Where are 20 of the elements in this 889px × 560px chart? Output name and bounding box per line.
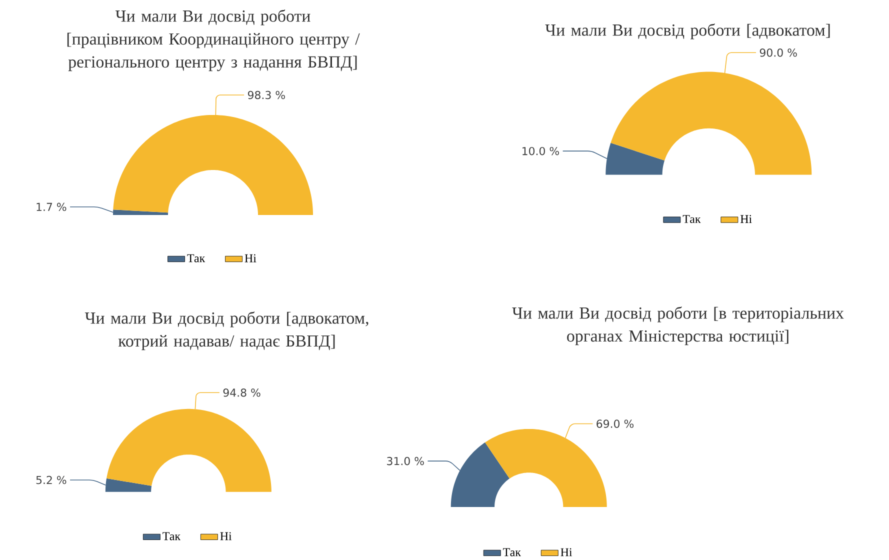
legend-label: Так xyxy=(187,254,206,262)
legend-label: Ні xyxy=(740,215,752,223)
data-label: 94.8 % xyxy=(223,388,260,397)
data-label: 31.0 % xyxy=(387,456,424,466)
chart-title: Чи мали Ви досвід роботи [адвокатом, котрий надавав/ надає БВПД] xyxy=(84,312,368,350)
legend-label: Так xyxy=(682,215,701,224)
text: Чи мали Ви досвід роботи [в територіальних органах Міністерства юстиції] xyxy=(512,306,844,346)
data-label: 5.2 % xyxy=(36,476,66,484)
data-label: 1.7 % xyxy=(36,202,66,212)
legend-label: Так xyxy=(503,548,521,556)
legend-label: Ні xyxy=(220,532,232,540)
data-label: 69.0 % xyxy=(596,420,634,428)
legend-label: Ні xyxy=(244,254,256,262)
chart-title: Чи мали Ви досвід роботи [працівником Координаційного центру / регіонального центру з надання БВПД] xyxy=(67,10,360,72)
data-label: 98.3 % xyxy=(248,90,285,100)
data-label: 10.0 % xyxy=(522,146,559,156)
chart-title: Чи мали Ви досвід роботи [адвокатом] xyxy=(545,24,830,40)
data-label: 90.0 % xyxy=(760,48,797,57)
legend-label: Так xyxy=(162,532,181,540)
legend-label: Ні xyxy=(560,548,572,556)
